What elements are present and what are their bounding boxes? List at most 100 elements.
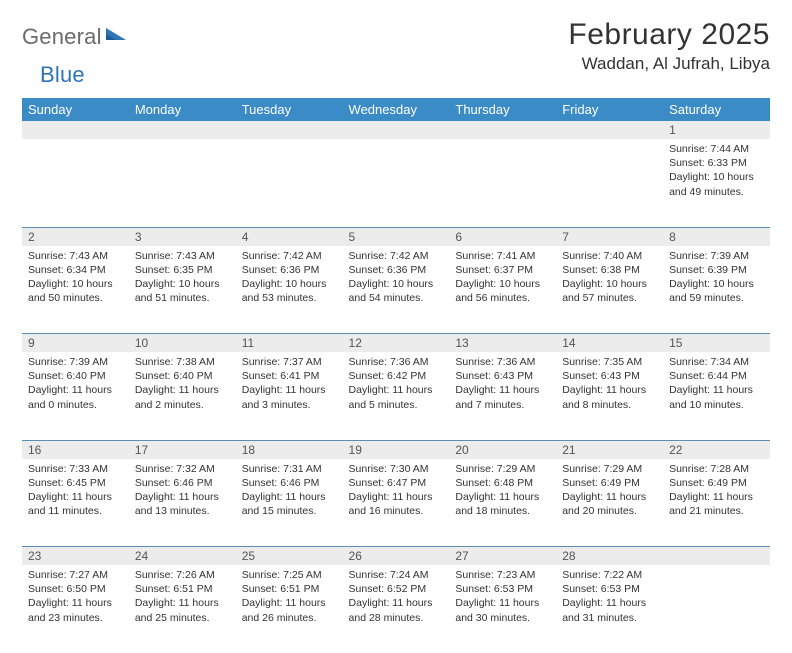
day-number: 9 xyxy=(22,334,129,352)
day-number: 25 xyxy=(236,547,343,565)
day-cell: Sunrise: 7:36 AMSunset: 6:43 PMDaylight:… xyxy=(449,352,556,440)
day-number xyxy=(236,121,343,139)
day-number: 16 xyxy=(22,441,129,459)
day-number: 13 xyxy=(449,334,556,352)
week-row: Sunrise: 7:39 AMSunset: 6:40 PMDaylight:… xyxy=(22,352,770,440)
week-row: Sunrise: 7:33 AMSunset: 6:45 PMDaylight:… xyxy=(22,459,770,547)
location-subtitle: Waddan, Al Jufrah, Libya xyxy=(568,54,770,74)
day-cell: Sunrise: 7:29 AMSunset: 6:49 PMDaylight:… xyxy=(556,459,663,547)
day-detail: Sunrise: 7:39 AMSunset: 6:39 PMDaylight:… xyxy=(663,246,770,312)
day-detail: Sunrise: 7:25 AMSunset: 6:51 PMDaylight:… xyxy=(236,565,343,631)
day-detail: Sunrise: 7:23 AMSunset: 6:53 PMDaylight:… xyxy=(449,565,556,631)
day-cell: Sunrise: 7:29 AMSunset: 6:48 PMDaylight:… xyxy=(449,459,556,547)
day-cell xyxy=(556,139,663,227)
day-number xyxy=(663,547,770,565)
day-cell: Sunrise: 7:27 AMSunset: 6:50 PMDaylight:… xyxy=(22,565,129,653)
day-cell: Sunrise: 7:37 AMSunset: 6:41 PMDaylight:… xyxy=(236,352,343,440)
day-number: 11 xyxy=(236,334,343,352)
day-number: 26 xyxy=(343,547,450,565)
day-cell: Sunrise: 7:41 AMSunset: 6:37 PMDaylight:… xyxy=(449,246,556,334)
day-detail: Sunrise: 7:39 AMSunset: 6:40 PMDaylight:… xyxy=(22,352,129,418)
day-cell: Sunrise: 7:43 AMSunset: 6:34 PMDaylight:… xyxy=(22,246,129,334)
day-detail: Sunrise: 7:43 AMSunset: 6:35 PMDaylight:… xyxy=(129,246,236,312)
week-row: Sunrise: 7:44 AMSunset: 6:33 PMDaylight:… xyxy=(22,139,770,227)
day-detail: Sunrise: 7:36 AMSunset: 6:43 PMDaylight:… xyxy=(449,352,556,418)
day-cell: Sunrise: 7:42 AMSunset: 6:36 PMDaylight:… xyxy=(343,246,450,334)
day-number: 15 xyxy=(663,334,770,352)
day-detail: Sunrise: 7:22 AMSunset: 6:53 PMDaylight:… xyxy=(556,565,663,631)
day-cell: Sunrise: 7:24 AMSunset: 6:52 PMDaylight:… xyxy=(343,565,450,653)
day-cell xyxy=(449,139,556,227)
day-detail: Sunrise: 7:31 AMSunset: 6:46 PMDaylight:… xyxy=(236,459,343,525)
day-number xyxy=(343,121,450,139)
weekday-header: Wednesday xyxy=(343,98,450,121)
weekday-header: Saturday xyxy=(663,98,770,121)
day-number: 20 xyxy=(449,441,556,459)
day-cell: Sunrise: 7:39 AMSunset: 6:39 PMDaylight:… xyxy=(663,246,770,334)
day-cell: Sunrise: 7:33 AMSunset: 6:45 PMDaylight:… xyxy=(22,459,129,547)
day-detail: Sunrise: 7:40 AMSunset: 6:38 PMDaylight:… xyxy=(556,246,663,312)
day-cell: Sunrise: 7:22 AMSunset: 6:53 PMDaylight:… xyxy=(556,565,663,653)
day-cell: Sunrise: 7:44 AMSunset: 6:33 PMDaylight:… xyxy=(663,139,770,227)
day-number xyxy=(129,121,236,139)
day-number: 12 xyxy=(343,334,450,352)
day-number: 8 xyxy=(663,228,770,246)
day-detail: Sunrise: 7:36 AMSunset: 6:42 PMDaylight:… xyxy=(343,352,450,418)
day-cell xyxy=(129,139,236,227)
day-number: 6 xyxy=(449,228,556,246)
day-cell: Sunrise: 7:32 AMSunset: 6:46 PMDaylight:… xyxy=(129,459,236,547)
day-detail: Sunrise: 7:37 AMSunset: 6:41 PMDaylight:… xyxy=(236,352,343,418)
day-number: 17 xyxy=(129,441,236,459)
day-detail: Sunrise: 7:29 AMSunset: 6:49 PMDaylight:… xyxy=(556,459,663,525)
day-number: 7 xyxy=(556,228,663,246)
day-detail: Sunrise: 7:28 AMSunset: 6:49 PMDaylight:… xyxy=(663,459,770,525)
day-cell: Sunrise: 7:40 AMSunset: 6:38 PMDaylight:… xyxy=(556,246,663,334)
day-cell: Sunrise: 7:26 AMSunset: 6:51 PMDaylight:… xyxy=(129,565,236,653)
daynum-row: 232425262728 xyxy=(22,547,770,565)
brand-logo: General xyxy=(22,18,128,50)
month-title: February 2025 xyxy=(568,18,770,52)
day-number: 27 xyxy=(449,547,556,565)
day-detail: Sunrise: 7:38 AMSunset: 6:40 PMDaylight:… xyxy=(129,352,236,418)
day-cell: Sunrise: 7:34 AMSunset: 6:44 PMDaylight:… xyxy=(663,352,770,440)
daynum-row: 9101112131415 xyxy=(22,334,770,352)
weekday-header: Tuesday xyxy=(236,98,343,121)
daynum-row: 1 xyxy=(22,121,770,139)
day-detail: Sunrise: 7:30 AMSunset: 6:47 PMDaylight:… xyxy=(343,459,450,525)
week-row: Sunrise: 7:27 AMSunset: 6:50 PMDaylight:… xyxy=(22,565,770,653)
day-detail: Sunrise: 7:24 AMSunset: 6:52 PMDaylight:… xyxy=(343,565,450,631)
flag-icon xyxy=(106,26,126,49)
calendar-header-row: SundayMondayTuesdayWednesdayThursdayFrid… xyxy=(22,98,770,121)
day-number: 5 xyxy=(343,228,450,246)
day-detail: Sunrise: 7:43 AMSunset: 6:34 PMDaylight:… xyxy=(22,246,129,312)
day-number: 14 xyxy=(556,334,663,352)
day-detail: Sunrise: 7:29 AMSunset: 6:48 PMDaylight:… xyxy=(449,459,556,525)
daynum-row: 2345678 xyxy=(22,228,770,246)
day-cell: Sunrise: 7:38 AMSunset: 6:40 PMDaylight:… xyxy=(129,352,236,440)
day-number: 22 xyxy=(663,441,770,459)
day-cell: Sunrise: 7:31 AMSunset: 6:46 PMDaylight:… xyxy=(236,459,343,547)
day-cell xyxy=(663,565,770,653)
day-detail: Sunrise: 7:35 AMSunset: 6:43 PMDaylight:… xyxy=(556,352,663,418)
calendar-table: SundayMondayTuesdayWednesdayThursdayFrid… xyxy=(22,98,770,653)
day-detail: Sunrise: 7:42 AMSunset: 6:36 PMDaylight:… xyxy=(343,246,450,312)
day-number: 3 xyxy=(129,228,236,246)
day-cell xyxy=(343,139,450,227)
day-detail: Sunrise: 7:42 AMSunset: 6:36 PMDaylight:… xyxy=(236,246,343,312)
day-number xyxy=(556,121,663,139)
day-number: 18 xyxy=(236,441,343,459)
day-cell xyxy=(22,139,129,227)
brand-part1: General xyxy=(22,24,102,50)
day-cell: Sunrise: 7:30 AMSunset: 6:47 PMDaylight:… xyxy=(343,459,450,547)
day-cell xyxy=(236,139,343,227)
daynum-row: 16171819202122 xyxy=(22,441,770,459)
weekday-header: Thursday xyxy=(449,98,556,121)
day-cell: Sunrise: 7:43 AMSunset: 6:35 PMDaylight:… xyxy=(129,246,236,334)
day-detail: Sunrise: 7:33 AMSunset: 6:45 PMDaylight:… xyxy=(22,459,129,525)
day-detail: Sunrise: 7:26 AMSunset: 6:51 PMDaylight:… xyxy=(129,565,236,631)
day-cell: Sunrise: 7:28 AMSunset: 6:49 PMDaylight:… xyxy=(663,459,770,547)
day-number: 2 xyxy=(22,228,129,246)
week-row: Sunrise: 7:43 AMSunset: 6:34 PMDaylight:… xyxy=(22,246,770,334)
weekday-header: Monday xyxy=(129,98,236,121)
day-number: 23 xyxy=(22,547,129,565)
